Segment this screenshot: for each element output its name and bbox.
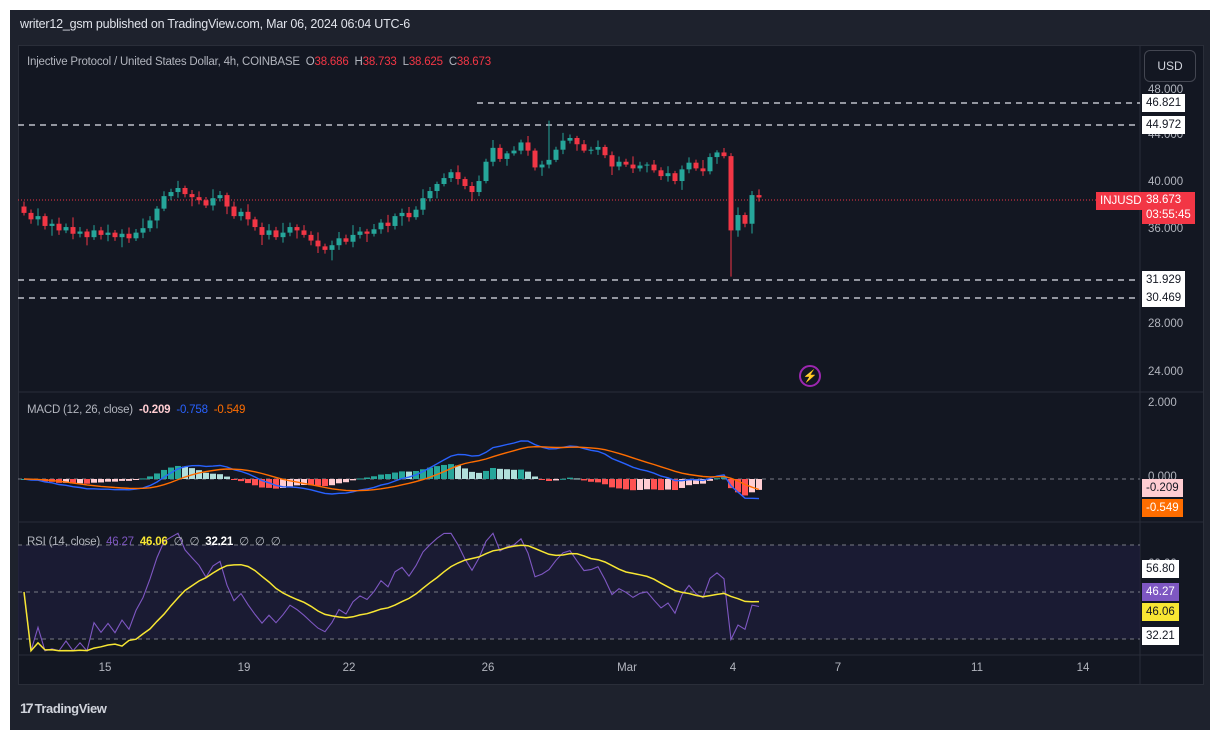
rsi-legend: RSI (14, close) 46.27 46.06 ∅ ∅ 32.21 ∅ … bbox=[27, 534, 281, 548]
time-label-8: 14 bbox=[1076, 662, 1090, 674]
rsi-extra-1: ∅ bbox=[189, 536, 200, 548]
low-value: 38.625 bbox=[408, 56, 443, 68]
tradingview-mark-icon: 17 bbox=[20, 700, 34, 716]
macd-histogram-value: -0.209 bbox=[138, 404, 171, 416]
macd-signal-value: -0.549 bbox=[213, 404, 246, 416]
level-tag-0: 46.821 bbox=[1142, 94, 1186, 112]
rsi-extra-5: ∅ bbox=[270, 536, 281, 548]
rsi-ma-value: 46.06 bbox=[139, 536, 168, 548]
low-label: L bbox=[402, 56, 409, 68]
rsi-tag-0: 56.80 bbox=[1142, 560, 1179, 578]
tradingview-brand: TradingView bbox=[34, 700, 107, 716]
macd-title[interactable]: MACD (12, 26, close) bbox=[27, 404, 133, 416]
close-label: C bbox=[448, 56, 457, 68]
price-tick-4: 28.000 bbox=[1148, 318, 1184, 330]
time-label-7: 11 bbox=[971, 662, 983, 674]
symbol-tag: INJUSD bbox=[1096, 192, 1146, 210]
rsi-title[interactable]: RSI (14, close) bbox=[27, 536, 101, 548]
macd-legend: MACD (12, 26, close) -0.209 -0.758 -0.54… bbox=[27, 404, 245, 416]
rsi-tag-2: 46.06 bbox=[1142, 603, 1179, 621]
time-label-6: 7 bbox=[834, 662, 842, 674]
rsi-extra-0: ∅ bbox=[173, 536, 184, 548]
level-tag-1: 44.972 bbox=[1142, 116, 1186, 134]
time-label-1: 19 bbox=[237, 662, 251, 674]
level-tag-2: 31.929 bbox=[1142, 271, 1186, 289]
macd-hist-tag: -0.209 bbox=[1142, 479, 1183, 497]
lightning-icon[interactable]: ⚡ bbox=[799, 365, 821, 387]
rsi-extra-3: ∅ bbox=[239, 536, 249, 548]
open-label: O bbox=[305, 56, 315, 68]
symbol-title[interactable]: Injective Protocol / United States Dolla… bbox=[27, 56, 300, 68]
high-label: H bbox=[354, 56, 363, 68]
rsi-extra-2: 32.21 bbox=[205, 536, 234, 548]
time-label-0: 15 bbox=[98, 662, 112, 674]
macd-signal-tag: -0.549 bbox=[1142, 499, 1183, 517]
last-price-tag: 38.673 03:55:45 bbox=[1142, 192, 1195, 224]
price-tick-2: 40.000 bbox=[1148, 176, 1184, 188]
time-label-5: 4 bbox=[729, 662, 737, 674]
rsi-tag-3: 32.21 bbox=[1142, 627, 1179, 645]
open-value: 38.686 bbox=[314, 56, 349, 68]
rsi-extra-4: ∅ bbox=[254, 536, 265, 548]
price-tick-5: 24.000 bbox=[1148, 366, 1184, 378]
macd-line-value: -0.758 bbox=[176, 404, 208, 416]
macd-tick-0: 2.000 bbox=[1148, 397, 1177, 409]
time-label-4: Mar bbox=[617, 662, 637, 674]
level-tag-3: 30.469 bbox=[1142, 289, 1186, 307]
rsi-value: 46.27 bbox=[106, 536, 134, 548]
currency-button[interactable]: USD bbox=[1144, 50, 1196, 82]
price-tick-3: 36.000 bbox=[1148, 223, 1184, 235]
symbol-legend: Injective Protocol / United States Dolla… bbox=[27, 56, 491, 68]
close-value: 38.673 bbox=[456, 56, 491, 68]
rsi-tag-1: 46.27 bbox=[1142, 583, 1179, 601]
time-label-3: 26 bbox=[481, 662, 495, 674]
price-tick-0: 48.000 bbox=[1148, 84, 1184, 96]
time-label-2: 22 bbox=[342, 662, 356, 674]
high-value: 38.733 bbox=[362, 56, 397, 68]
tradingview-logo[interactable]: 17 TradingView bbox=[20, 700, 107, 716]
publish-info: writer12_gsm published on TradingView.co… bbox=[20, 17, 411, 31]
